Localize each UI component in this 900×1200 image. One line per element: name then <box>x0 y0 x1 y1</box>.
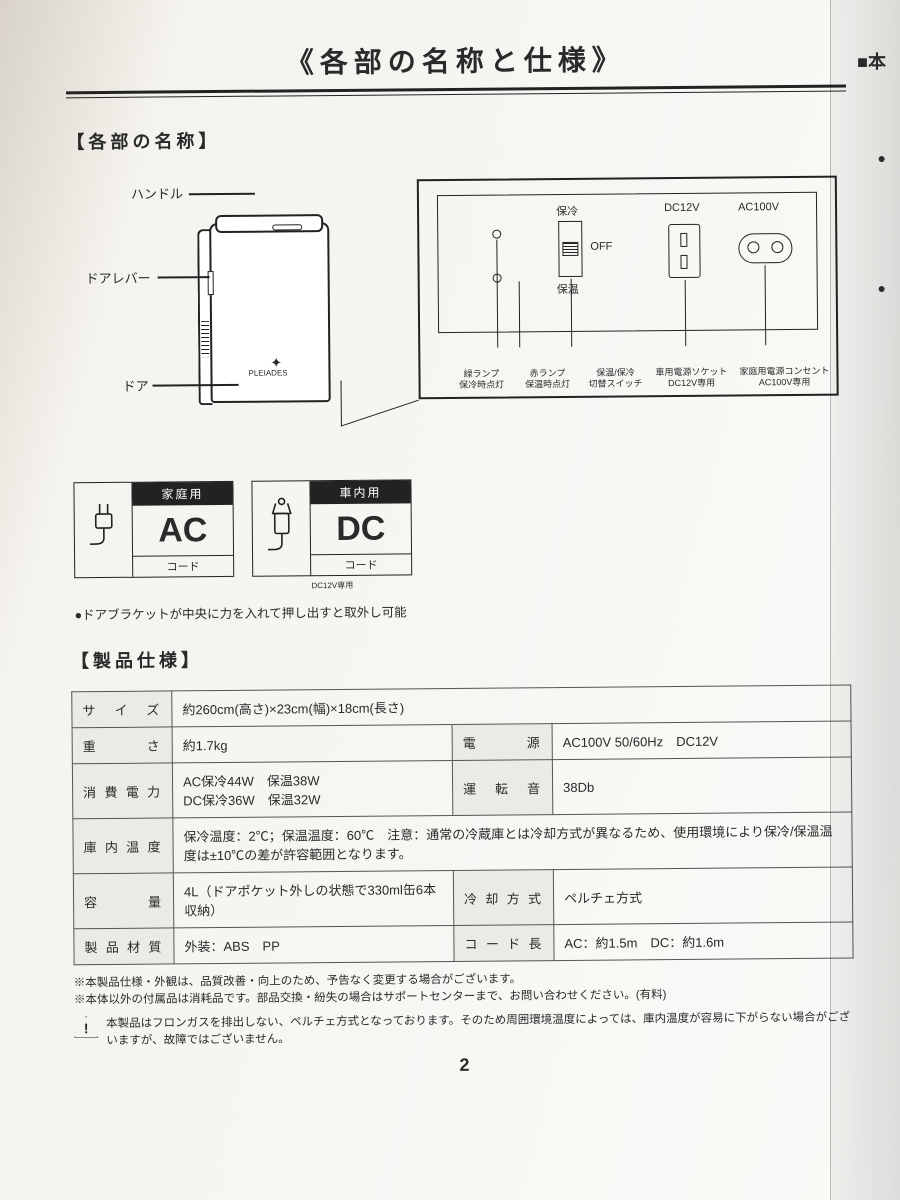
spec-noise-v: 38Db <box>552 757 851 815</box>
ac-plug-icon <box>74 483 133 578</box>
ac-cord-box: 家庭用 AC コード <box>73 481 234 578</box>
page-number: 2 <box>74 1051 854 1079</box>
spec-temp-v: 保冷温度：2℃；保温温度：60℃ 注意：通常の冷蔵庫とは冷却方式が異なるため、使… <box>173 812 852 873</box>
label-red-lamp: 赤ランプ 保温時点灯 <box>512 367 582 390</box>
dc-socket-icon <box>668 224 700 278</box>
spec-cord-v: AC：約1.5m DC：約1.6m <box>554 922 853 961</box>
spec-cons-h: 消費電力 <box>72 763 172 819</box>
spec-cons-v: AC保冷44W 保温38W DC保冷36W 保温32W <box>172 760 452 817</box>
title-rule <box>66 85 846 99</box>
warning-text: 本製品はフロンガスを排出しない、ペルチェ方式となっております。そのため周囲環境温… <box>106 1009 854 1050</box>
spec-power-h: 電 源 <box>452 724 552 761</box>
ac-tag: 家庭用 <box>132 482 232 506</box>
spec-cord-h: コード長 <box>454 925 554 962</box>
label-off: OFF <box>590 241 612 253</box>
adjacent-heading: ■本 <box>857 48 886 74</box>
adjacent-page-sliver: ■本 ● ● <box>830 0 900 1200</box>
label-dc-socket: 車用電源ソケット DC12V専用 <box>648 366 734 389</box>
ac-sub-label: コード <box>133 555 233 577</box>
label-ac100v: AC100V <box>738 201 779 213</box>
label-green-lamp: 緑ランプ 保冷時点灯 <box>446 368 516 391</box>
bracket-note: ●ドアブラケットが中央に力を入れて押し出すと取外し可能 <box>74 598 850 624</box>
section-parts-heading: 【各部の名称】 <box>66 122 846 155</box>
spec-table: サイズ 約260cm(高さ)×23cm(幅)×18cm(長さ) 重 さ 約1.7… <box>71 685 853 966</box>
label-switch: 保温/保冷 切替スイッチ <box>578 367 652 390</box>
label-cool: 保冷 <box>556 203 578 219</box>
spec-cool-h: 冷却方式 <box>453 870 553 926</box>
fridge-illustration: ✦ PLEIADES <box>197 210 339 411</box>
warning-icon: ! <box>74 1016 98 1038</box>
dc-cord-box: DC12V専用 車内用 DC コード <box>251 479 412 576</box>
dc-plug-icon: DC12V専用 <box>252 481 311 576</box>
spec-temp-h: 庫内温度 <box>73 818 173 874</box>
spec-mat-v: 外装：ABS PP <box>174 925 454 963</box>
label-door: ドア <box>122 376 148 395</box>
section-spec-heading: 【製品仕様】 <box>71 641 851 674</box>
ac-big-label: AC <box>133 505 233 556</box>
spec-mat-h: 製品材質 <box>74 928 174 965</box>
ac-socket-icon <box>738 233 792 263</box>
dc-tag: 車内用 <box>310 480 410 504</box>
label-warm: 保温 <box>557 281 579 297</box>
label-lever: ドアレバー <box>86 268 151 288</box>
spec-size-h: サイズ <box>72 691 172 728</box>
dc-big-label: DC <box>311 503 411 554</box>
mode-switch-icon <box>558 221 582 277</box>
page-title: 《各部の名称と仕様》 <box>286 44 626 78</box>
spec-noise-h: 運転音 <box>452 760 552 816</box>
label-dc12v: DC12V <box>664 202 700 214</box>
rear-panel-diagram: 保冷 OFF 保温 DC12V AC100V <box>417 176 839 400</box>
brand-label: PLEIADES <box>248 368 287 377</box>
spec-cap-v: 4L（ドアポケット外しの状態で330ml缶6本収納） <box>173 870 453 927</box>
spec-cap-h: 容 量 <box>73 873 173 929</box>
spec-power-v: AC100V 50/60Hz DC12V <box>552 721 851 760</box>
spec-size-v: 約260cm(高さ)×23cm(幅)×18cm(長さ) <box>172 685 851 727</box>
label-ac-socket: 家庭用電源コンセント AC100V専用 <box>734 365 834 388</box>
spec-weight-v: 約1.7kg <box>172 724 452 762</box>
spec-weight-h: 重 さ <box>72 727 172 764</box>
spec-cool-v: ペルチェ方式 <box>553 867 852 925</box>
green-led-icon <box>492 230 501 239</box>
label-handle: ハンドル <box>131 183 183 202</box>
parts-diagram: ✦ PLEIADES ハンドル ドアレバー ドア 保冷 OFF 保温 DC12V <box>67 166 850 463</box>
dc-sub-label: コード <box>311 553 411 575</box>
dc-note: DC12V専用 <box>253 579 411 591</box>
